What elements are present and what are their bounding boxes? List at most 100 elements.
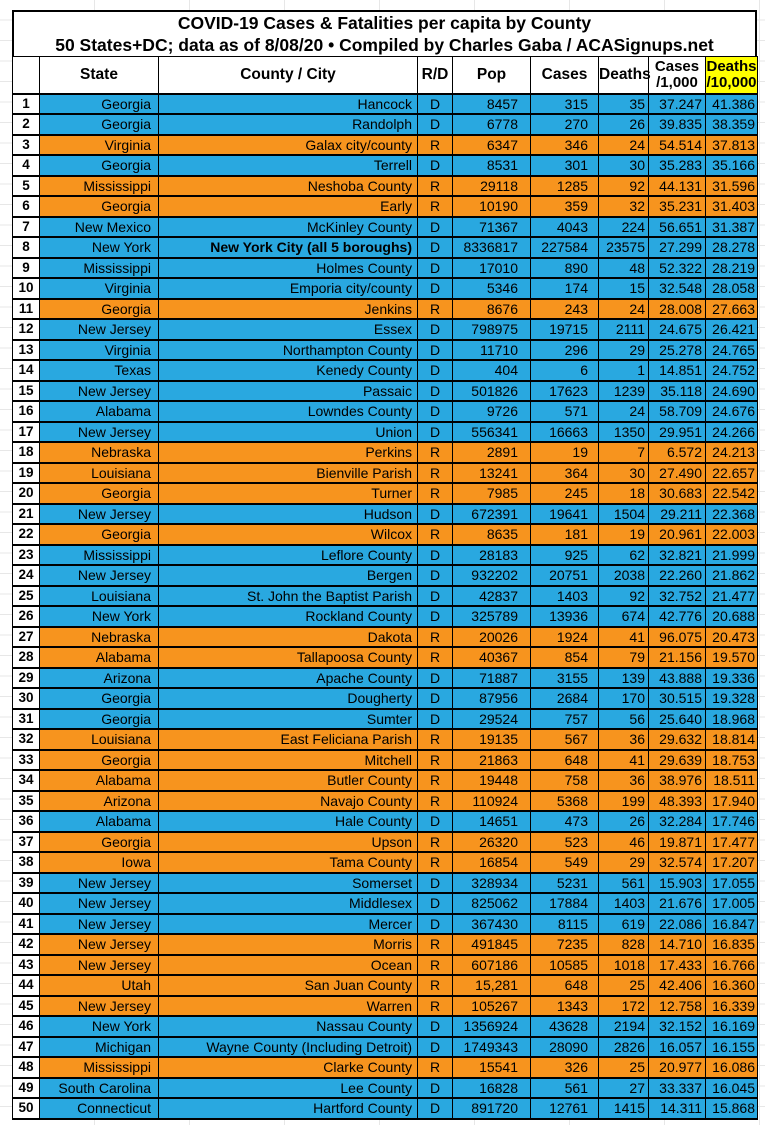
county-city-cell: Wilcox (158, 523, 418, 546)
deaths-cell: 15 (598, 277, 649, 300)
pop-cell: 556341 (452, 420, 531, 443)
cases-cell: 648 (530, 748, 599, 771)
rd-cell: D (417, 400, 453, 423)
pop-cell: 8531 (452, 154, 531, 177)
deaths-per-10000-cell: 17.477 (705, 830, 758, 853)
county-city-cell: Upson (158, 830, 418, 853)
deaths-per-10000-cell: 16.766 (705, 953, 758, 976)
state-cell: New Jersey (39, 502, 159, 525)
cases-cell: 19 (530, 441, 599, 464)
pop-cell: 105267 (452, 994, 531, 1017)
cases-per-1000-cell: 54.514 (648, 133, 706, 156)
cases-per-1000-cell: 12.758 (648, 994, 706, 1017)
cases-per-1000-cell: 48.393 (648, 789, 706, 812)
county-city-cell: Dougherty (158, 687, 418, 710)
deaths-cell: 29 (598, 851, 649, 874)
rank-cell: 40 (12, 892, 40, 915)
cases-cell: 359 (530, 195, 599, 218)
deaths-per-10000-cell: 15.868 (705, 1097, 758, 1120)
cases-per-1000-cell: 42.776 (648, 605, 706, 628)
cases-per-1000-cell: 29.951 (648, 420, 706, 443)
cases-per-1000-cell: 30.683 (648, 482, 706, 505)
cases-cell: 571 (530, 400, 599, 423)
table-row: 48 Mississippi Clarke County R 15541 326 25 20.… (12, 1056, 758, 1079)
deaths-cell: 139 (598, 666, 649, 689)
cases-cell: 301 (530, 154, 599, 177)
table-row: 22 Georgia Wilcox R 8635 181 19 20.961 22.003 (12, 523, 758, 546)
rank-cell: 14 (12, 359, 40, 382)
cases-per-1000-cell: 24.675 (648, 318, 706, 341)
cases-cell: 243 (530, 297, 599, 320)
table-body: 1 Georgia Hancock D 8457 315 35 37.247 41.386 2 Ge… (12, 92, 758, 1120)
county-city-cell: Butler County (158, 769, 418, 792)
deaths-rate-label-line2: /10,000 (706, 73, 757, 91)
cases-cell: 5231 (530, 871, 599, 894)
deaths-cell: 2038 (598, 564, 649, 587)
deaths-cell: 79 (598, 646, 649, 669)
county-city-cell: Apache County (158, 666, 418, 689)
deaths-per-10000-cell: 22.542 (705, 482, 758, 505)
table-row: 11 Georgia Jenkins R 8676 243 24 28.008 27.663 (12, 297, 758, 320)
cases-cell: 16663 (530, 420, 599, 443)
cases-cell: 17884 (530, 892, 599, 915)
cases-per-1000-cell: 20.961 (648, 523, 706, 546)
cases-cell: 473 (530, 810, 599, 833)
table-row: 3 Virginia Galax city/county R 6347 346 24 54.5… (12, 133, 758, 156)
deaths-cell: 62 (598, 543, 649, 566)
pop-cell: 501826 (452, 379, 531, 402)
deaths-per-10000-cell: 17.005 (705, 892, 758, 915)
state-cell: Georgia (39, 687, 159, 710)
cases-cell: 1403 (530, 584, 599, 607)
table-row: 50 Connecticut Hartford County D 891720 12761… (12, 1097, 758, 1120)
rd-cell: D (417, 256, 453, 279)
deaths-cell: 56 (598, 707, 649, 730)
state-cell: Texas (39, 359, 159, 382)
cases-per-1000-cell: 21.676 (648, 892, 706, 915)
table-row: 14 Texas Kenedy County D 404 6 1 14.851 24.752 (12, 359, 758, 382)
deaths-per-10000-cell: 22.368 (705, 502, 758, 525)
cases-cell: 174 (530, 277, 599, 300)
county-city-cell: Nassau County (158, 1015, 418, 1038)
deaths-cell: 19 (598, 523, 649, 546)
cases-per-1000-cell: 22.086 (648, 912, 706, 935)
county-city-cell: Hancock (158, 92, 418, 115)
rank-cell: 20 (12, 482, 40, 505)
cases-cell: 1924 (530, 625, 599, 648)
cases-cell: 7235 (530, 933, 599, 956)
cases-per-1000-cell: 32.752 (648, 584, 706, 607)
rank-cell: 19 (12, 461, 40, 484)
state-cell: New York (39, 1015, 159, 1038)
table-row: 23 Mississippi Leflore County D 28183 925 62 32… (12, 543, 758, 566)
rank-cell: 18 (12, 441, 40, 464)
pop-cell: 26320 (452, 830, 531, 853)
rd-cell: D (417, 236, 453, 259)
cases-cell: 20751 (530, 564, 599, 587)
deaths-cell: 41 (598, 748, 649, 771)
deaths-cell: 18 (598, 482, 649, 505)
county-city-cell: Perkins (158, 441, 418, 464)
rd-cell: D (417, 605, 453, 628)
county-city-cell: Mercer (158, 912, 418, 935)
rank-cell: 12 (12, 318, 40, 341)
deaths-per-10000-cell: 16.086 (705, 1056, 758, 1079)
deaths-cell: 199 (598, 789, 649, 812)
deaths-per-10000-cell: 18.814 (705, 728, 758, 751)
county-city-cell: Terrell (158, 154, 418, 177)
state-cell: New Jersey (39, 871, 159, 894)
data-table: State County / City R/D Pop Cases Deaths… (12, 56, 758, 1120)
county-city-cell: St. John the Baptist Parish (158, 584, 418, 607)
rank-cell: 43 (12, 953, 40, 976)
deaths-cell: 41 (598, 625, 649, 648)
state-cell: New York (39, 236, 159, 259)
rd-cell: D (417, 687, 453, 710)
rank-cell: 6 (12, 195, 40, 218)
cases-cell: 245 (530, 482, 599, 505)
rd-cell: R (417, 851, 453, 874)
rank-cell: 3 (12, 133, 40, 156)
deaths-cell: 561 (598, 871, 649, 894)
table-row: 20 Georgia Turner R 7985 245 18 30.683 22.542 (12, 482, 758, 505)
deaths-cell: 170 (598, 687, 649, 710)
county-city-cell: Clarke County (158, 1056, 418, 1079)
deaths-per-10000-cell: 31.596 (705, 174, 758, 197)
county-city-cell: Neshoba County (158, 174, 418, 197)
